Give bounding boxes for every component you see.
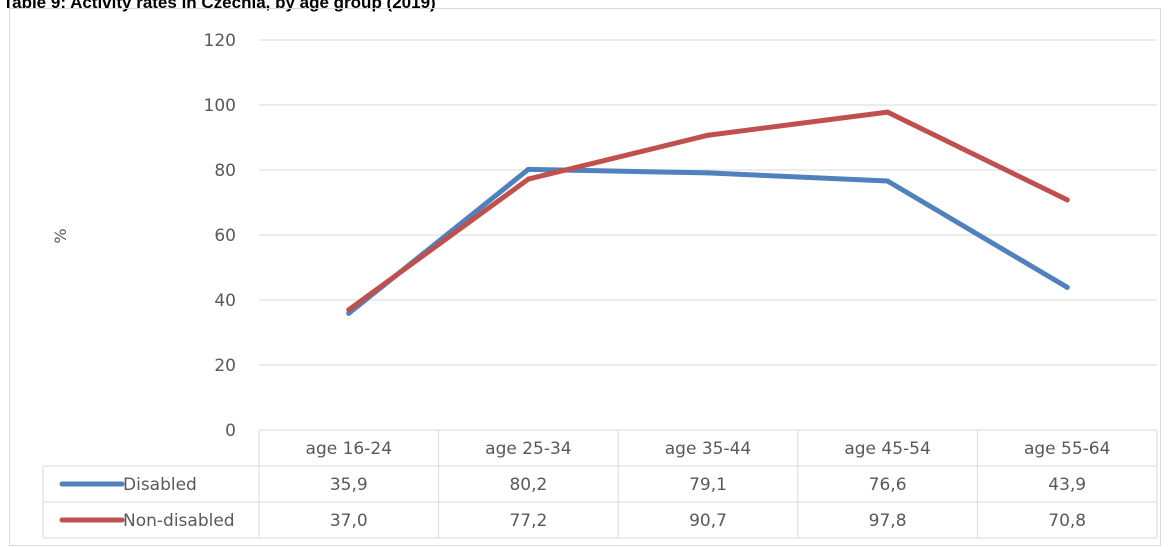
x-tick-label: age 16-24 [306,439,392,459]
x-tick-label: age 45-54 [844,439,930,459]
data-table-value: 79,1 [689,475,727,495]
data-table-value: 76,6 [869,475,907,495]
data-table-value: 97,8 [869,511,907,531]
x-tick-label: age 25-34 [485,439,571,459]
data-point [705,170,711,176]
data-table-value: 37,0 [330,511,368,531]
x-tick-label: age 35-44 [665,439,751,459]
chart-title: Table 9: Activity rates in Czechia, by a… [3,0,436,12]
data-table-value: 70,8 [1048,511,1086,531]
y-axis-label: % [51,228,70,243]
y-tick-label: 120 [204,31,236,51]
data-table-value: 77,2 [509,511,547,531]
data-point [346,310,352,316]
data-point [885,178,891,184]
data-point [705,132,711,138]
y-tick-label: 100 [204,96,236,116]
y-tick-label: 80 [214,161,236,181]
y-tick-label: 40 [214,291,236,311]
series-line [346,109,1070,313]
data-table-value: 35,9 [330,475,368,495]
data-table-value: 43,9 [1048,475,1086,495]
data-table-value: 80,2 [509,475,547,495]
y-tick-label: 60 [214,226,236,246]
series-line [346,166,1070,316]
x-tick-label: age 55-64 [1024,439,1110,459]
y-tick-label: 0 [225,421,236,441]
chart-frame [9,8,1161,546]
legend-label: Non-disabled [123,511,235,531]
data-point [525,176,531,182]
legend-label: Disabled [123,475,197,495]
data-point [885,109,891,115]
data-point [1064,197,1070,203]
data-point [1064,284,1070,290]
data-point [346,307,352,313]
y-tick-label: 20 [214,356,236,376]
data-table-value: 90,7 [689,511,727,531]
data-point [525,166,531,172]
